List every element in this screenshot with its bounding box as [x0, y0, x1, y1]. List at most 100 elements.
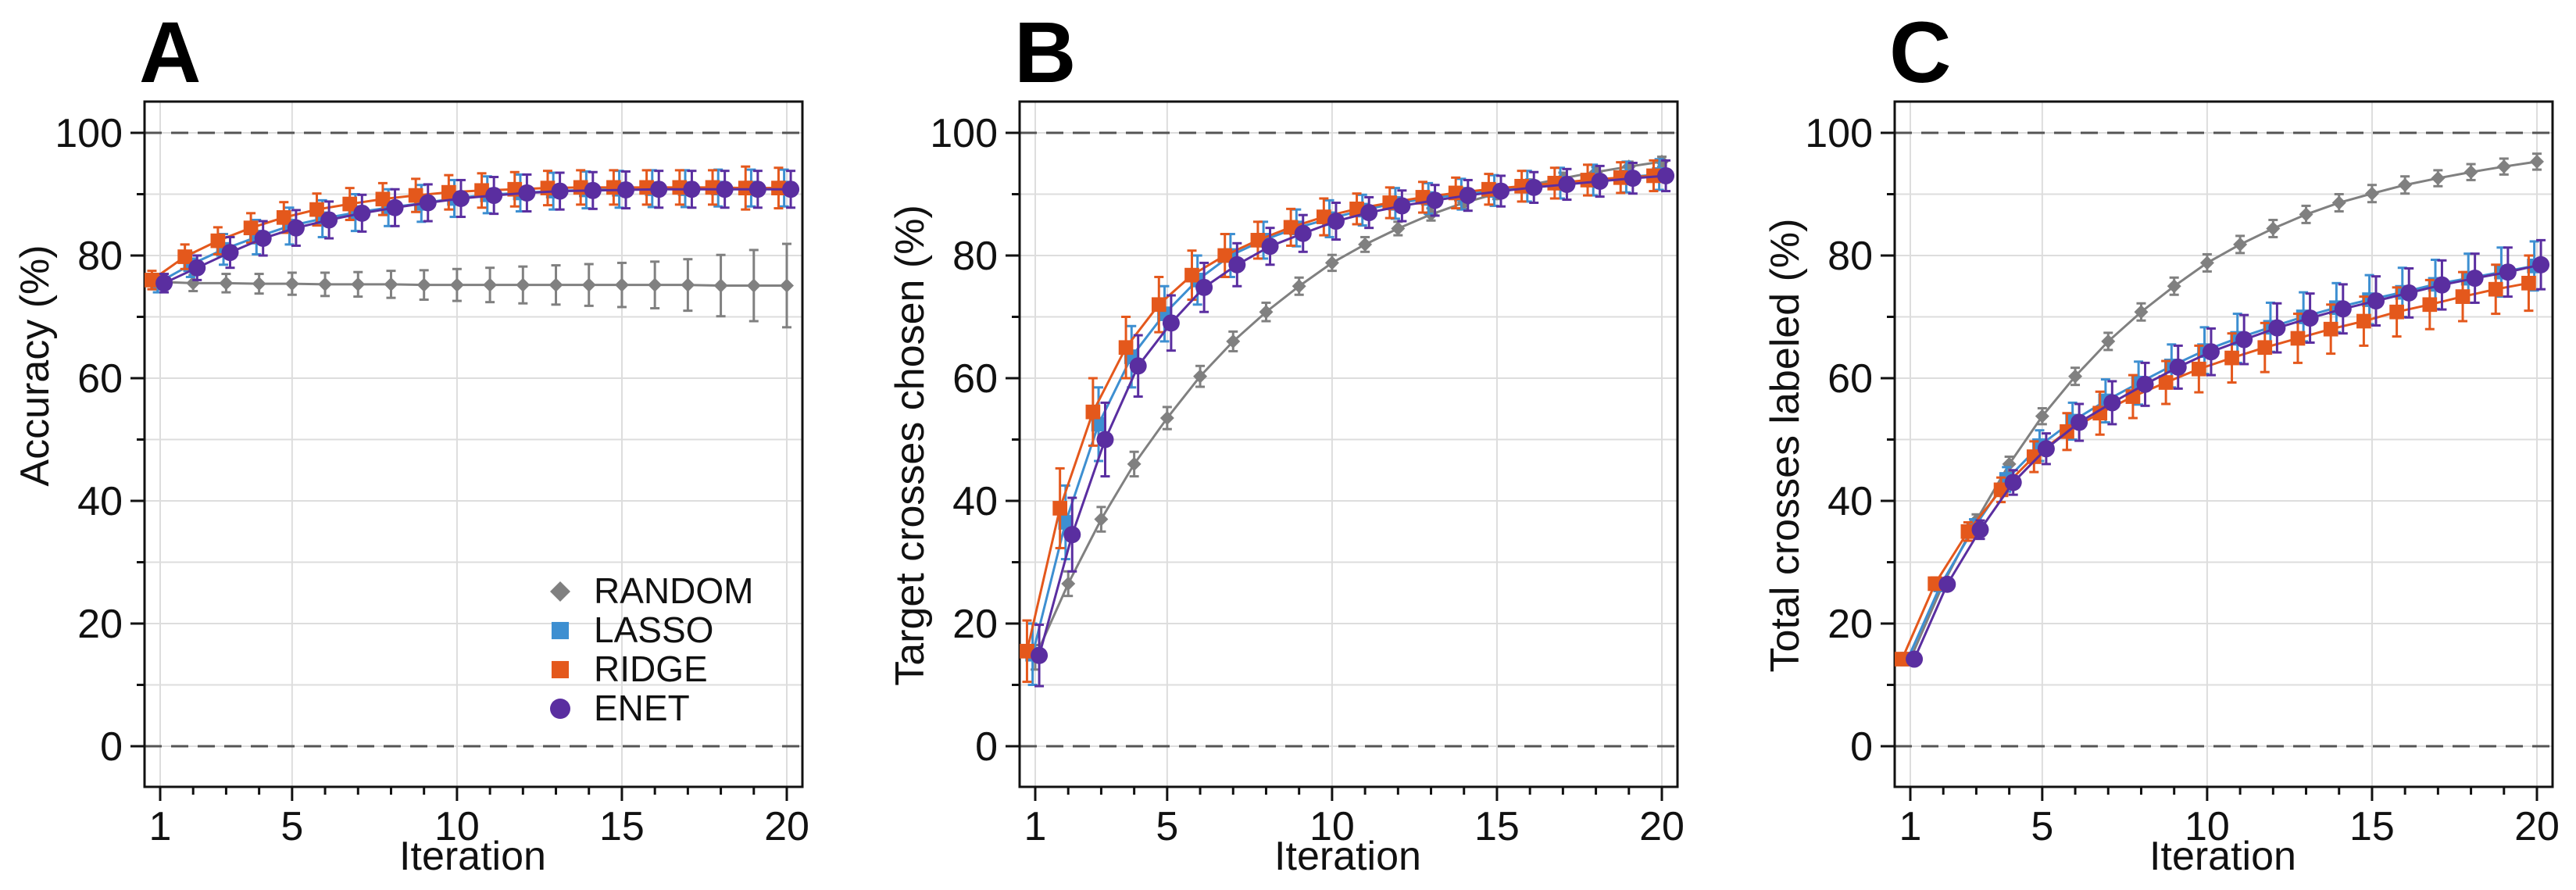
x-tick-label: 15	[1474, 804, 1520, 849]
y-tick-label: 80	[1827, 234, 1873, 279]
series-random-c	[1903, 152, 2544, 667]
data-point-enet	[1657, 166, 1675, 184]
data-point-enet	[1162, 314, 1180, 332]
data-point-enet	[155, 274, 173, 292]
data-point-ridge	[639, 180, 654, 195]
legend-marker-random	[550, 581, 570, 602]
data-point-enet	[1031, 646, 1049, 664]
data-point-random	[648, 277, 663, 292]
data-point-random	[384, 277, 398, 291]
data-point-ridge	[1960, 524, 1976, 539]
plot-frame-c	[1893, 100, 2554, 788]
data-point-ridge	[309, 202, 324, 217]
series-line-random	[1034, 160, 1663, 658]
data-point-ridge	[2158, 375, 2174, 390]
x-tick-label: 20	[1639, 804, 1685, 849]
data-point-ridge	[2224, 350, 2239, 366]
x-tick-label: 1	[1899, 804, 1922, 849]
data-point-random	[2002, 456, 2017, 471]
data-point-ridge	[1085, 404, 1101, 420]
data-point-random	[2266, 221, 2281, 236]
data-point-random	[2530, 154, 2544, 169]
data-point-random	[219, 276, 234, 291]
data-point-enet	[1327, 213, 1345, 231]
data-point-enet	[2367, 292, 2385, 310]
data-point-enet	[1195, 278, 1213, 296]
data-point-random	[1159, 411, 1174, 426]
data-point-enet	[485, 187, 503, 205]
data-point-ridge	[177, 249, 193, 264]
y-tick-label: 80	[952, 234, 998, 279]
data-point-ridge	[672, 180, 688, 195]
data-point-random	[2134, 305, 2149, 320]
y-tick-label: 80	[77, 234, 123, 279]
data-point-random	[548, 277, 563, 292]
data-point-enet	[1938, 575, 1956, 593]
data-point-enet	[1492, 182, 1510, 200]
data-point-enet	[2169, 358, 2187, 376]
data-point-enet	[1228, 256, 1246, 273]
data-point-random	[2496, 159, 2511, 174]
data-point-enet	[1558, 175, 1576, 193]
series-lasso-b	[1025, 158, 1667, 686]
data-point-enet	[551, 182, 569, 200]
x-tick-label: 5	[280, 804, 303, 849]
data-point-enet	[2070, 413, 2088, 431]
data-point-random	[186, 276, 201, 291]
x-tick-label: 5	[1156, 804, 1178, 849]
data-point-random	[516, 277, 531, 292]
y-tick-label: 20	[1827, 602, 1873, 647]
data-point-ridge	[1250, 233, 1266, 248]
data-point-random	[1358, 237, 1373, 252]
data-point-enet	[353, 204, 371, 222]
data-point-lasso	[1091, 416, 1106, 432]
gridlines-b	[1020, 102, 1677, 787]
data-point-enet	[1971, 520, 1989, 538]
data-point-enet	[1906, 650, 1924, 668]
x-axis-title-a: Iteration	[399, 834, 546, 879]
data-point-random	[2364, 186, 2379, 201]
data-point-enet	[584, 181, 602, 199]
data-point-ridge	[2488, 281, 2503, 297]
data-point-enet	[650, 181, 668, 198]
y-tick-label: 0	[100, 724, 123, 770]
panel-letter-b: B	[1014, 5, 1076, 101]
data-point-random	[581, 277, 596, 292]
data-point-random	[614, 277, 629, 292]
data-point-random	[284, 277, 299, 291]
data-point-ridge	[1052, 501, 1068, 516]
data-point-random	[2299, 207, 2313, 222]
data-point-random	[746, 278, 761, 293]
data-point-random	[713, 278, 728, 293]
data-point-ridge	[375, 191, 391, 207]
data-point-enet	[2400, 284, 2418, 302]
data-point-ridge	[705, 180, 720, 195]
data-point-enet	[2004, 474, 2022, 491]
y-tick-label: 0	[975, 724, 998, 770]
series-line-ridge	[1901, 281, 2529, 660]
data-point-enet	[188, 259, 206, 277]
data-point-enet	[221, 244, 239, 262]
data-point-random	[416, 277, 431, 292]
data-point-enet	[2235, 331, 2253, 348]
y-axis-title-c: Total crosses labeled (%)	[1763, 219, 1808, 673]
data-point-random	[2431, 171, 2446, 186]
data-point-enet	[1624, 170, 1642, 188]
y-tick-label: 60	[77, 356, 123, 402]
data-point-ridge	[2026, 449, 2042, 464]
data-point-random	[1292, 279, 1306, 294]
series-enet-c	[1906, 238, 2550, 668]
x-tick-label: 10	[2185, 804, 2230, 849]
data-point-ridge	[1613, 170, 1628, 185]
data-point-enet	[1360, 204, 1378, 222]
series-lasso-c	[1900, 240, 2542, 667]
series-line-lasso	[1031, 173, 1660, 655]
x-axis-title-c: Iteration	[2149, 834, 2296, 879]
data-point-enet	[2136, 375, 2154, 393]
y-tick-label: 0	[1850, 724, 1873, 770]
data-point-ridge	[2257, 340, 2273, 356]
